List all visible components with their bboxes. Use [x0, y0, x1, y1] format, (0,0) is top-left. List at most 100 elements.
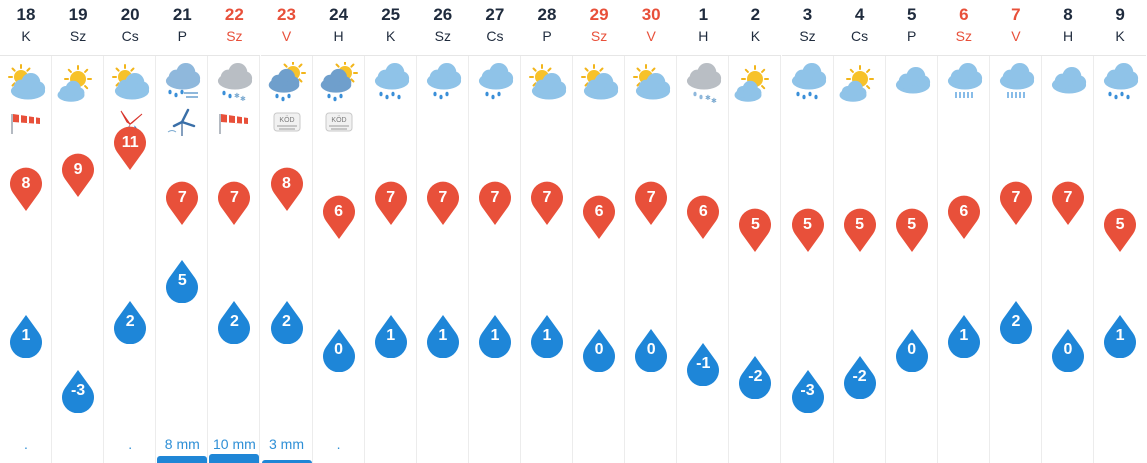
day-header: 24 H: [312, 0, 365, 56]
day-column-3[interactable]: 3 Sz 5 -3: [781, 0, 834, 463]
day-header: 26 Sz: [416, 0, 469, 56]
min-temp-value: -2: [748, 368, 763, 386]
min-temp-value: 2: [282, 313, 291, 331]
min-temp-value: 1: [386, 327, 396, 345]
day-column-25[interactable]: 25 K 7 1: [364, 0, 417, 463]
min-temp-drop: 1: [477, 313, 513, 359]
min-temp-value: 5: [177, 272, 187, 290]
min-temp-drop: 1: [946, 313, 982, 359]
day-header: 5 P: [885, 0, 938, 56]
day-number: 7: [1011, 5, 1021, 24]
day-number: 22: [224, 5, 244, 24]
day-column-30[interactable]: 30 V 7 0: [625, 0, 678, 463]
svg-text:✱: ✱: [240, 95, 246, 103]
svg-text:✱: ✱: [234, 92, 240, 100]
max-temp-pin: 5: [1102, 208, 1138, 253]
min-temp-value: 2: [1011, 313, 1021, 331]
snow-cloud-icon: ✱ ✱: [681, 62, 725, 106]
day-header: 29 Sz: [573, 0, 626, 56]
day-column-2[interactable]: 2 K 5 -2: [729, 0, 782, 463]
day-column-5[interactable]: 5 P 5 0: [885, 0, 938, 463]
min-temp-drop: 5: [164, 258, 200, 304]
partly-cloudy-icon: [629, 62, 673, 106]
max-temp-pin: 5: [894, 208, 930, 253]
max-temp-pin: 7: [633, 181, 669, 226]
max-temp-value: 6: [698, 202, 708, 220]
min-temp-drop: 0: [894, 327, 930, 372]
max-temp-value: 7: [386, 188, 396, 206]
day-column-27[interactable]: 27 Cs 7 1: [468, 0, 521, 463]
day-header: 6 Sz: [937, 0, 990, 56]
min-temp-value: 0: [1063, 340, 1073, 358]
day-column-20[interactable]: 20 Cs 11 2.: [104, 0, 157, 463]
max-temp-pin: 7: [529, 181, 565, 226]
weekday-label: H: [333, 28, 344, 44]
day-header: 3 Sz: [781, 0, 834, 56]
max-temp-pin: 5: [842, 208, 878, 253]
rain-snow-icon: ✱ ✱: [212, 62, 256, 106]
min-temp-drop: 1: [529, 313, 565, 359]
day-number: 8: [1063, 5, 1073, 24]
max-temp-value: 6: [594, 202, 604, 220]
windsock-icon: [8, 108, 44, 136]
day-column-1[interactable]: 1 H ✱ ✱ 6 -1: [677, 0, 730, 463]
day-column-22[interactable]: 22 Sz ✱ ✱ 7 2 10 mm: [208, 0, 261, 463]
day-number: 18: [16, 5, 36, 24]
day-column-18[interactable]: 18 K 8 1.: [0, 0, 52, 463]
day-header: 18 K: [0, 0, 52, 56]
min-temp-drop: 1: [1102, 313, 1138, 359]
sun-cloud-icon: [838, 62, 882, 106]
day-column-6[interactable]: 6 Sz 6 1: [937, 0, 990, 463]
weekday-label: H: [698, 28, 709, 44]
day-column-23[interactable]: 23 V KÖD 8 2 3 mm: [260, 0, 313, 463]
weekday-label: Sz: [955, 28, 972, 44]
day-column-28[interactable]: 28 P 7 1: [521, 0, 573, 463]
fog-icon: KÖD: [321, 108, 357, 136]
day-column-4[interactable]: 4 Cs 5 -2: [833, 0, 886, 463]
partly-cloudy-icon: [525, 62, 569, 106]
day-column-19[interactable]: 19 Sz 9 -3: [52, 0, 105, 463]
precipitation-bar: [209, 454, 260, 463]
weekday-label: P: [177, 28, 187, 44]
weekday-label: Sz: [590, 28, 608, 44]
min-temp-value: -3: [70, 382, 86, 399]
day-column-21[interactable]: 21 P 7 5 8 mm: [156, 0, 209, 463]
max-temp-value: 7: [646, 188, 656, 206]
precipitation-bar: [261, 460, 312, 463]
day-header: 9 K: [1094, 0, 1147, 56]
day-column-29[interactable]: 29 Sz 6 0: [573, 0, 626, 463]
day-number: 19: [68, 5, 88, 24]
day-column-8[interactable]: 8 H 7 0: [1042, 0, 1094, 463]
day-column-26[interactable]: 26 Sz 7 1: [416, 0, 469, 463]
min-temp-value: 1: [959, 327, 969, 345]
max-temp-value: 5: [907, 216, 917, 234]
svg-text:KÖD: KÖD: [279, 116, 294, 124]
day-column-9[interactable]: 9 K 5 1: [1094, 0, 1147, 463]
day-header: 2 K: [729, 0, 782, 56]
light-rain-icon: [421, 62, 465, 106]
day-number: 3: [802, 5, 813, 24]
day-number: 4: [854, 5, 865, 24]
day-column-24[interactable]: 24 H KÖD 6 0.: [312, 0, 365, 463]
min-temp-drop: 2: [269, 299, 305, 345]
precipitation-amount: 10 mm: [212, 436, 256, 452]
weekday-label: K: [21, 28, 31, 44]
day-number: 6: [959, 5, 969, 24]
heavy-rain-icon: [994, 62, 1038, 106]
max-temp-pin: 6: [581, 195, 617, 240]
day-number: 2: [750, 5, 761, 24]
min-temp-value: 0: [594, 340, 604, 358]
day-header: 1 H: [677, 0, 730, 56]
min-temp-drop: 1: [8, 313, 44, 359]
day-column-7[interactable]: 7 V 7 2: [989, 0, 1042, 463]
min-temp-drop: -1: [685, 341, 721, 386]
day-header: 28 P: [521, 0, 573, 56]
weekday-label: Sz: [434, 28, 451, 44]
cloud-icon: [1046, 62, 1090, 106]
rain-icon: [786, 62, 830, 106]
day-header: 25 K: [364, 0, 417, 56]
max-temp-pin: 6: [321, 195, 357, 240]
max-temp-value: 8: [21, 175, 31, 193]
min-temp-value: -2: [852, 368, 867, 386]
svg-text:KÖD: KÖD: [331, 116, 346, 124]
